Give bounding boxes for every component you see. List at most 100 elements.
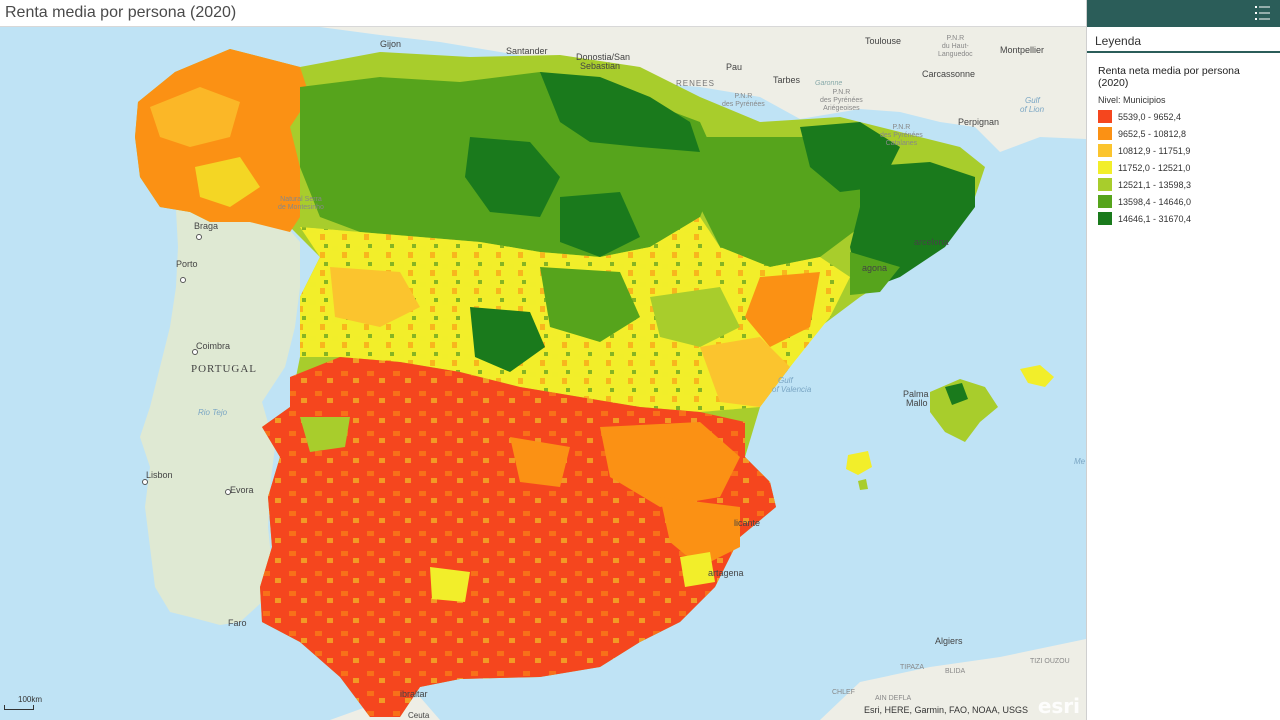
scale-line bbox=[4, 705, 34, 710]
scale-bar: 100km bbox=[4, 695, 42, 710]
legend-panel: Leyenda Renta neta media por persona (20… bbox=[1086, 0, 1280, 720]
albacete-zone bbox=[600, 422, 740, 507]
salamanca-zone bbox=[330, 267, 420, 327]
label-gulf-lion-1: Gulf bbox=[1025, 96, 1040, 105]
label-porto: Porto bbox=[176, 259, 198, 269]
legend-swatch bbox=[1098, 161, 1112, 174]
soria-zone bbox=[560, 192, 640, 257]
label-toulouse: Toulouse bbox=[865, 36, 902, 46]
legend-item: 12521,1 - 13598,3 bbox=[1098, 176, 1270, 193]
legend-item: 14646,1 - 31670,4 bbox=[1098, 210, 1270, 227]
legend-item: 11752,0 - 12521,0 bbox=[1098, 159, 1270, 176]
label-garonne: Garonne bbox=[815, 80, 843, 87]
label-sierra: Natural Serra de Montesinho bbox=[278, 196, 324, 211]
label-gulf-valencia-1: Gulf bbox=[778, 376, 793, 385]
guadalajara-zone bbox=[540, 267, 640, 342]
label-coimbra: Coimbra bbox=[196, 341, 231, 351]
formentera bbox=[858, 479, 868, 490]
label-gulf-lion-2: of Lion bbox=[1020, 105, 1045, 114]
city-dot-evora bbox=[225, 489, 231, 495]
ibiza bbox=[846, 451, 872, 475]
label-park-cat: P.N.R des Pyrénées Catalanes bbox=[880, 124, 923, 147]
city-dot-lisbon bbox=[142, 479, 148, 485]
label-park-haut: P.N.R du Haut- Languedoc bbox=[938, 35, 973, 58]
label-portugal: PORTUGAL bbox=[191, 363, 258, 375]
map-canvas[interactable] bbox=[0, 27, 1086, 720]
legend-item: 5539,0 - 9652,4 bbox=[1098, 108, 1270, 125]
castellon-zone bbox=[745, 272, 820, 347]
label-alicante: licante bbox=[734, 518, 761, 528]
legend-items: 5539,0 - 9652,4 9652,5 - 10812,8 10812,9… bbox=[1098, 108, 1270, 227]
murcia-zone bbox=[660, 497, 740, 567]
legend-body: Renta neta media por persona (2020) Nive… bbox=[1087, 53, 1280, 227]
legend-label: 12521,1 - 13598,3 bbox=[1118, 179, 1192, 190]
page-title: Renta media por persona (2020) bbox=[5, 4, 237, 21]
galicia-patch bbox=[150, 87, 240, 147]
panel-header bbox=[1087, 0, 1280, 27]
label-barcelona: arcelona bbox=[914, 237, 949, 247]
legend-swatch bbox=[1098, 144, 1112, 157]
valencia-zone bbox=[700, 337, 790, 407]
mallorca-north bbox=[945, 383, 968, 405]
legend-layer-title: Renta neta media por persona (2020) bbox=[1098, 65, 1240, 89]
label-tizi: TIZI OUZOU bbox=[1030, 658, 1070, 665]
label-blida: BLIDA bbox=[945, 668, 966, 675]
label-palma-1: Palma bbox=[903, 389, 929, 399]
legend-swatch bbox=[1098, 110, 1112, 123]
legend-tab[interactable]: Leyenda bbox=[1087, 27, 1280, 53]
menorca bbox=[1020, 365, 1054, 387]
label-cartagena: artagena bbox=[708, 568, 744, 578]
label-defla: AIN DEFLA bbox=[875, 695, 912, 702]
list-icon[interactable] bbox=[1254, 4, 1272, 22]
basque-region bbox=[540, 72, 700, 152]
mallorca bbox=[930, 379, 998, 442]
label-santander: Santander bbox=[506, 46, 548, 56]
city-dot-porto bbox=[180, 277, 186, 283]
legend-label: 11752,0 - 12521,0 bbox=[1118, 162, 1191, 173]
label-tarragona: agona bbox=[862, 263, 888, 273]
map-view[interactable]: Gijon Santander Donostia/San Sebastian T… bbox=[0, 27, 1086, 720]
france-land bbox=[320, 27, 1086, 152]
africa-land bbox=[820, 639, 1086, 720]
legend-label: 5539,0 - 9652,4 bbox=[1118, 111, 1182, 122]
catalonia-region bbox=[850, 162, 975, 292]
label-gijon: Gijon bbox=[380, 39, 402, 49]
label-braga: Braga bbox=[194, 221, 219, 231]
legend-label: 14646,1 - 31670,4 bbox=[1118, 213, 1192, 224]
label-lisbon: Lisbon bbox=[146, 470, 173, 480]
legend-label: 9652,5 - 10812,8 bbox=[1118, 128, 1187, 139]
madrid-zone bbox=[470, 307, 545, 372]
legend-item: 10812,9 - 11751,9 bbox=[1098, 142, 1270, 159]
legend-swatch bbox=[1098, 178, 1112, 191]
burgos-zone bbox=[465, 137, 560, 217]
legend-swatch bbox=[1098, 127, 1112, 140]
city-dot-coimbra bbox=[192, 349, 198, 355]
legend-item: 13598,4 - 14646,0 bbox=[1098, 193, 1270, 210]
esri-logo: esri bbox=[1037, 694, 1080, 718]
label-pau: Pau bbox=[726, 62, 743, 72]
label-donostia: Donostia/San bbox=[576, 52, 631, 62]
label-evora: Evora bbox=[230, 485, 254, 495]
galicia-region bbox=[135, 49, 310, 232]
map-attribution[interactable]: Esri, HERE, Garmin, FAO, NOAA, USGS bbox=[863, 705, 1028, 715]
label-pyrenees: RENEES bbox=[676, 79, 715, 88]
label-tipaza: TIPAZA bbox=[900, 664, 924, 671]
label-park-pyr: P.N.R des Pyrénées Ariégeoises bbox=[820, 89, 863, 112]
cartagena-zone bbox=[680, 552, 715, 587]
label-ceuta: Ceuta bbox=[408, 711, 430, 720]
teruel-zone bbox=[650, 287, 740, 347]
catalonia-south bbox=[850, 252, 900, 295]
legend-label: 13598,4 - 14646,0 bbox=[1118, 196, 1192, 207]
label-gulf-valencia-2: of Valencia bbox=[772, 385, 812, 394]
galicia-patch-2 bbox=[195, 157, 260, 207]
label-carcassonne: Carcassonne bbox=[922, 69, 976, 79]
city-dot-braga bbox=[196, 234, 202, 240]
label-rio-tejo: Rio Tejo bbox=[198, 408, 228, 417]
legend-swatch bbox=[1098, 212, 1112, 225]
label-chlef: CHLEF bbox=[832, 689, 855, 696]
caceres-zone bbox=[300, 417, 350, 452]
legend-level: Nivel: Municipios bbox=[1098, 95, 1166, 105]
legend-swatch bbox=[1098, 195, 1112, 208]
label-park-ppyr: P.N.R des Pyrénées bbox=[722, 93, 765, 108]
cordoba-zone bbox=[430, 567, 470, 602]
